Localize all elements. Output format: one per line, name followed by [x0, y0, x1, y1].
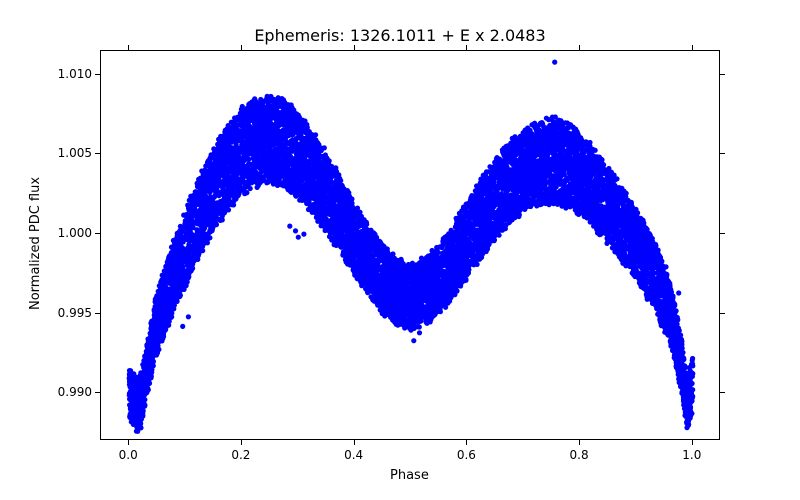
y-tick [720, 313, 725, 314]
x-tick [241, 440, 242, 445]
x-tick [354, 45, 355, 50]
x-tick [466, 45, 467, 50]
x-tick [128, 440, 129, 445]
figure: Ephemeris: 1326.1011 + E x 2.0483 Normal… [0, 0, 800, 500]
x-tick-label: 0.8 [570, 448, 589, 462]
x-tick [579, 45, 580, 50]
y-tick [95, 233, 100, 234]
y-tick [720, 153, 725, 154]
x-tick [466, 440, 467, 445]
y-tick [95, 153, 100, 154]
y-tick [95, 392, 100, 393]
y-tick-label: 0.990 [52, 385, 92, 399]
axes-frame [100, 50, 720, 440]
x-tick [692, 45, 693, 50]
x-tick-label: 0.2 [231, 448, 250, 462]
y-tick-label: 0.995 [52, 306, 92, 320]
x-tick [128, 45, 129, 50]
x-tick [354, 440, 355, 445]
scatter-plot [101, 51, 721, 441]
x-axis-label: Phase [390, 468, 429, 483]
x-tick-label: 0.0 [119, 448, 138, 462]
y-tick [720, 233, 725, 234]
y-tick [720, 392, 725, 393]
x-tick-label: 0.6 [457, 448, 476, 462]
y-tick-label: 1.005 [52, 146, 92, 160]
x-tick [579, 440, 580, 445]
x-tick-label: 1.0 [682, 448, 701, 462]
x-tick-label: 0.4 [344, 448, 363, 462]
y-tick-label: 1.000 [52, 226, 92, 240]
y-axis-label: Normalized PDC flux [28, 177, 43, 310]
y-tick [95, 74, 100, 75]
chart-title: Ephemeris: 1326.1011 + E x 2.0483 [0, 26, 800, 45]
x-tick [241, 45, 242, 50]
x-tick [692, 440, 693, 445]
y-tick [95, 313, 100, 314]
y-tick [720, 74, 725, 75]
y-tick-label: 1.010 [52, 67, 92, 81]
